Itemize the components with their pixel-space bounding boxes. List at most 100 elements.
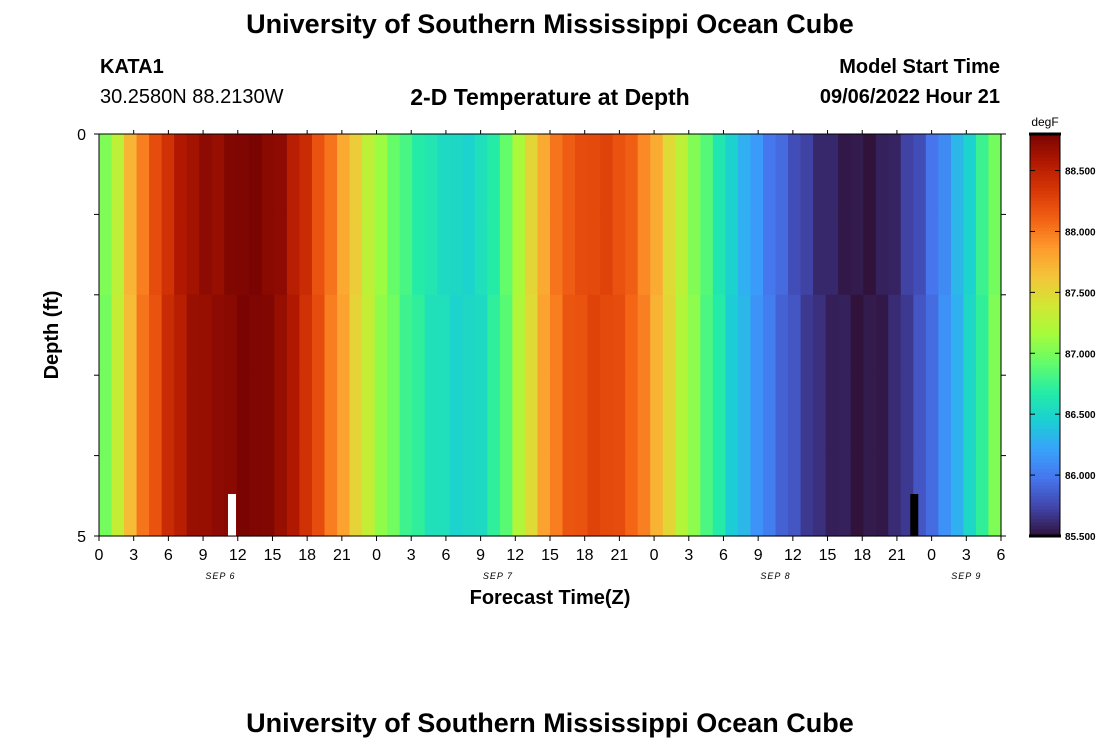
heatmap-cell <box>224 375 238 457</box>
heatmap-cell <box>575 294 589 376</box>
colorbar-segment <box>1030 137 1060 142</box>
heatmap-cell <box>750 455 764 537</box>
heatmap-cell <box>512 134 526 215</box>
heatmap-cell <box>900 134 914 215</box>
x-tick-label: 9 <box>476 547 485 564</box>
heatmap-cell <box>136 214 150 296</box>
colorbar-segment <box>1030 154 1060 159</box>
heatmap-cell <box>863 134 877 215</box>
colorbar-segment <box>1030 328 1060 333</box>
x-tick-label: 9 <box>199 547 208 564</box>
heatmap-cell <box>938 375 952 457</box>
heatmap-cell <box>875 134 889 215</box>
heatmap-cell <box>249 455 263 537</box>
heatmap-cell <box>424 134 438 215</box>
x-tick-label: 15 <box>264 547 282 564</box>
model-start-value: 09/06/2022 Hour 21 <box>819 86 1000 108</box>
heatmap-cell <box>111 294 125 376</box>
heatmap-cell <box>374 214 388 296</box>
colorbar: 85.500 86.000 86.500 87.000 87.500 88.000 88.5… <box>1029 132 1096 543</box>
colorbar-segment <box>1030 338 1060 343</box>
heatmap-cell <box>750 294 764 376</box>
heatmap-cell <box>462 375 476 457</box>
heatmap-cell <box>625 134 639 215</box>
heatmap-cell <box>925 294 939 376</box>
colorbar-segment <box>1030 194 1060 199</box>
heatmap-cell <box>612 375 626 457</box>
heatmap-cell <box>236 375 250 457</box>
heatmap-cell <box>124 455 138 537</box>
heatmap-cell <box>963 375 977 457</box>
heatmap-cell <box>550 214 564 296</box>
colorbar-tick-label: 85.500 <box>1065 532 1096 543</box>
heatmap-cell <box>700 294 714 376</box>
heatmap-cell <box>762 455 777 537</box>
heatmap-cell <box>662 214 676 296</box>
heatmap-cell <box>249 294 263 376</box>
colorbar-segment <box>1030 201 1060 205</box>
heatmap-cell <box>650 294 664 376</box>
heatmap-cell <box>224 294 238 376</box>
colorbar-segment <box>1030 425 1060 430</box>
colorbar-segment <box>1030 134 1060 138</box>
heatmap-cell <box>274 134 288 215</box>
heatmap-cell <box>737 134 752 215</box>
colorbar-segment <box>1030 221 1060 226</box>
heatmap-cell <box>988 375 1002 457</box>
colorbar-segment <box>1030 278 1060 282</box>
heatmap-cell <box>675 375 689 457</box>
heatmap-cell <box>487 214 501 296</box>
colorbar-segment <box>1030 164 1060 169</box>
colorbar-segment <box>1030 499 1060 504</box>
bottom-title: University of Southern Mississippi Ocean… <box>246 708 854 738</box>
colorbar-segment <box>1030 254 1060 259</box>
heatmap-cell <box>712 375 726 457</box>
heatmap-cell <box>637 294 651 376</box>
colorbar-segment <box>1030 298 1060 303</box>
heatmap-cell <box>562 375 576 457</box>
heatmap-cell <box>487 375 501 457</box>
y-axis-title: Depth (ft) <box>41 291 63 380</box>
heatmap-cell <box>700 134 714 215</box>
heatmap-cell <box>587 294 601 376</box>
heatmap-cell <box>850 214 864 296</box>
heatmap-cell <box>499 134 514 215</box>
heatmap-cell <box>637 455 651 537</box>
heatmap-cell <box>963 455 977 537</box>
heatmap-cell <box>813 455 827 537</box>
heatmap-cell <box>311 134 326 215</box>
heatmap-cell <box>186 375 200 457</box>
heatmap-cell <box>750 134 764 215</box>
heatmap-cell <box>963 214 977 296</box>
x-tick-label: 12 <box>229 547 247 564</box>
heatmap-cell <box>299 375 313 457</box>
colorbar-segment <box>1030 304 1060 309</box>
heatmap-cell <box>762 294 777 376</box>
heatmap-cell <box>211 375 225 457</box>
heatmap-cell <box>387 455 401 537</box>
heatmap-cell <box>863 214 877 296</box>
heatmap-cell <box>149 294 163 376</box>
heatmap-cell <box>863 455 877 537</box>
heatmap-cell <box>750 214 764 296</box>
heatmap-cell <box>324 455 338 537</box>
colorbar-segment <box>1030 237 1060 242</box>
heatmap-cell <box>261 455 275 537</box>
colorbar-segment <box>1030 358 1060 363</box>
colorbar-segment <box>1030 211 1060 215</box>
heatmap-cell <box>587 134 601 215</box>
heatmap-cell <box>838 134 852 215</box>
heatmap-cell <box>988 134 1002 215</box>
colorbar-segment <box>1030 261 1060 266</box>
heatmap-cell <box>124 375 138 457</box>
colorbar-tick-label: 86.000 <box>1065 471 1096 482</box>
colorbar-segment <box>1030 335 1060 339</box>
heatmap-cell <box>249 375 263 457</box>
heatmap-cell <box>950 134 965 215</box>
heatmap-cell <box>149 455 163 537</box>
heatmap-cell <box>424 294 438 376</box>
main-title: University of Southern Mississippi Ocean… <box>246 9 854 39</box>
colorbar-segment <box>1030 291 1060 296</box>
colorbar-segment <box>1030 157 1060 162</box>
heatmap-cell <box>725 455 739 537</box>
